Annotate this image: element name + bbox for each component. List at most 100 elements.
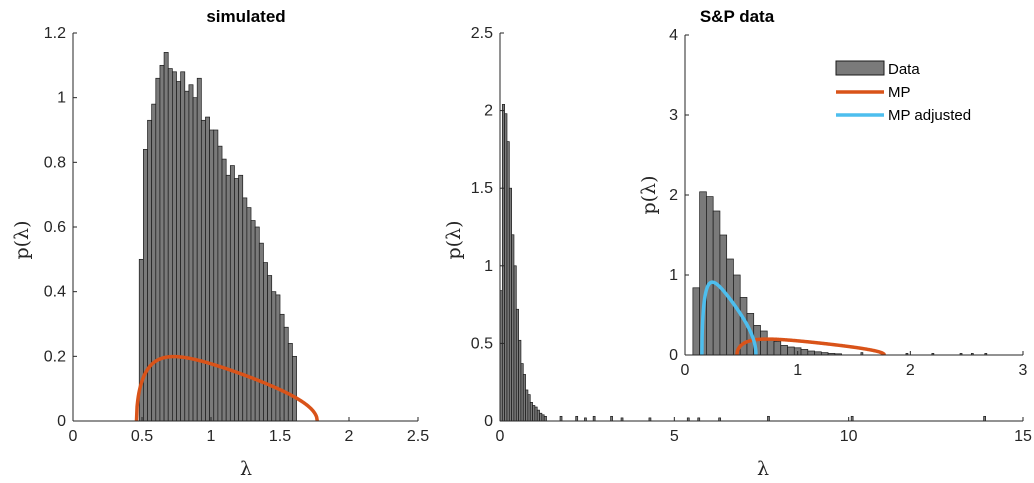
inset-bar [692, 287, 700, 356]
inset-mp-curve [735, 337, 886, 356]
sp-y-tick-label: 0 [484, 413, 493, 430]
inset-x-tick-label: 1 [793, 362, 802, 379]
legend-data-label: Data [888, 61, 920, 78]
inset-panel: 0 1 2 3 0 1 2 3 4 S&P data p(λ) Data MP MP adjus… [638, 7, 1028, 379]
sp-y-tick-label: 1.5 [471, 180, 493, 197]
inset-bar [706, 196, 714, 356]
legend-mp-label: MP [888, 84, 911, 101]
simulated-x-tick-label: 1 [207, 428, 216, 445]
sp-outlier-bar [610, 415, 613, 422]
sp-y-tick-label: 2.5 [471, 25, 493, 42]
inset-ylabel: p(λ) [638, 175, 660, 214]
simulated-x-tick-label: 2 [345, 428, 354, 445]
simulated-y-tick-label: 0 [57, 413, 66, 430]
inset-legend: Data MP MP adjusted [835, 60, 971, 124]
simulated-bar [275, 294, 281, 422]
inset-bar [760, 330, 768, 356]
inset-y-tick-label: 2 [669, 187, 678, 204]
simulated-bar [209, 129, 215, 422]
simulated-bar [163, 52, 169, 422]
legend-data-swatch [835, 60, 885, 76]
simulated-y-tick-label: 1 [57, 90, 66, 107]
simulated-bar [192, 97, 198, 422]
inset-x-tick-label: 3 [1019, 362, 1028, 379]
sp-outlier-bar [983, 415, 986, 422]
inset-y-tick-label: 3 [669, 107, 678, 124]
simulated-bar [238, 174, 244, 422]
simulated-bar [205, 116, 210, 422]
sp-outlier-bar [767, 415, 770, 422]
simulated-y-tick-label: 0.8 [44, 154, 66, 171]
sp-outlier-bar [850, 415, 854, 422]
sp-y-tick-label: 1 [484, 258, 493, 275]
simulated-x-tick-label: 0.5 [131, 428, 153, 445]
inset-y-tick-label: 0 [669, 347, 678, 364]
simulated-bar [242, 197, 248, 422]
simulated-bar [188, 84, 194, 422]
simulated-y-tick-label: 1.2 [44, 25, 66, 42]
inset-x-tick-label: 2 [906, 362, 915, 379]
simulated-mp-curve [134, 354, 319, 422]
simulated-bar [213, 129, 219, 422]
sp-xlabel: λ [757, 458, 769, 480]
sp-x-tick-label: 5 [670, 428, 679, 445]
sp-x-tick-label: 10 [840, 428, 858, 445]
inset-bar [780, 345, 788, 356]
simulated-bar [279, 313, 285, 422]
simulated-y-tick-label: 0.2 [44, 348, 66, 365]
simulated-bar [176, 81, 181, 422]
simulated-bar [263, 262, 268, 422]
sp-x-tick-label: 0 [496, 428, 505, 445]
simulated-bar [200, 119, 206, 422]
inset-title: S&P data [700, 7, 775, 26]
simulated-x-tick-label: 0 [69, 428, 78, 445]
simulated-bar [172, 71, 177, 422]
simulated-bar [196, 77, 202, 422]
simulated-x-tick-label: 1.5 [269, 428, 291, 445]
simulated-bar [225, 174, 231, 422]
simulated-x-tick-label: 2.5 [407, 428, 429, 445]
inset-axes: 0 1 2 3 0 1 2 3 4 [669, 27, 1027, 379]
sp-outlier-bar [559, 415, 563, 422]
simulated-bar [271, 291, 277, 422]
simulated-bar [217, 145, 223, 422]
sp-outlier-bar [592, 415, 596, 422]
simulated-bar [151, 103, 157, 422]
simulated-bar [221, 158, 227, 422]
simulated-bar [283, 326, 289, 422]
inset-bar [773, 341, 782, 356]
simulated-bar [167, 68, 173, 422]
inset-bar [726, 258, 734, 356]
simulated-bar [250, 220, 256, 422]
simulated-ylabel: p(λ) [11, 220, 33, 259]
simulated-y-tick-label: 0.6 [44, 219, 66, 236]
inset-bar [800, 349, 809, 356]
simulated-bar [258, 242, 264, 422]
sp-ylabel: p(λ) [443, 220, 465, 259]
simulated-axes: 0 0.5 1 1.5 2 2.5 0 0.2 0.4 0.6 0.8 1 1.2 [44, 25, 429, 445]
simulated-bar [229, 165, 235, 422]
inset-x-tick-label: 0 [681, 362, 690, 379]
simulated-title: simulated [206, 7, 285, 26]
simulated-bar [184, 90, 190, 422]
simulated-bar [147, 119, 153, 422]
simulated-bar [246, 207, 252, 422]
simulated-bar [267, 275, 273, 422]
legend-mp-adjusted-label: MP adjusted [888, 107, 971, 124]
simulated-bar [159, 64, 165, 422]
inset-y-tick-label: 1 [669, 267, 678, 284]
simulated-bar [254, 226, 260, 422]
sp-y-tick-label: 2 [484, 103, 493, 120]
simulated-bar [155, 77, 161, 422]
simulated-histogram [138, 52, 297, 422]
simulated-bar [180, 71, 186, 422]
inset-mp-adjusted-curve [700, 280, 758, 356]
simulated-bar [234, 178, 239, 422]
simulated-bar [292, 355, 297, 422]
inset-bar [766, 338, 775, 356]
sp-bar [543, 415, 547, 422]
simulated-bar [287, 343, 293, 422]
sp-y-tick-label: 0.5 [471, 335, 493, 352]
